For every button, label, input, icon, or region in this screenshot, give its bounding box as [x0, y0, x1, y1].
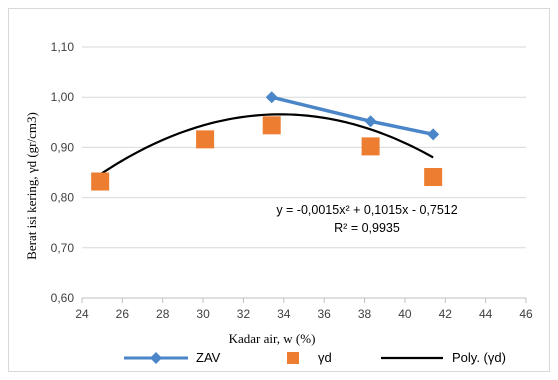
data-point-yd [262, 116, 281, 135]
data-point-zav [364, 115, 377, 128]
trendline-equation: y = -0,0015x² + 0,1015x - 0,7512 [276, 203, 457, 217]
x-tick-label: 26 [116, 307, 130, 321]
x-axis-label: Kadar air, w (%) [229, 331, 316, 346]
x-tick-label: 30 [196, 307, 210, 321]
y-tick-label: 0,70 [51, 241, 75, 255]
y-tick-label: 0,80 [51, 191, 75, 205]
y-tick-label: 1,00 [51, 90, 75, 104]
data-point-yd [91, 172, 110, 191]
gridlines [82, 46, 526, 249]
legend: ZAV γd Poly. (γd) [124, 350, 506, 365]
legend-item-poly: Poly. (γd) [381, 350, 506, 365]
legend-label-zav: ZAV [196, 350, 221, 365]
x-tick-label: 24 [75, 307, 89, 321]
x-tick-label: 32 [237, 307, 251, 321]
data-point-zav [265, 91, 278, 104]
y-tick-label: 0,90 [51, 140, 75, 154]
x-tick-label: 46 [519, 307, 533, 321]
x-tick-label: 44 [479, 307, 493, 321]
x-tick-label: 36 [318, 307, 332, 321]
y-axis-label: Berat isi kering, γd (gr/cm3) [24, 112, 39, 260]
trendline-poly-yd [99, 113, 434, 176]
x-tick-label: 38 [358, 307, 372, 321]
legend-marker-yd [287, 352, 299, 364]
legend-marker-zav [150, 352, 162, 364]
trendline-r-squared: R² = 0,9935 [334, 221, 400, 235]
y-tick-label: 0,60 [51, 291, 75, 305]
legend-item-zav: ZAV [124, 350, 221, 365]
legend-label-yd: γd [318, 350, 332, 365]
series-layer [91, 91, 443, 191]
x-tick-label: 28 [156, 307, 170, 321]
tick-labels: 0,60 0,70 0,80 0,90 1,00 1,10 24 26 28 30 32 34 36 38… [51, 40, 533, 321]
x-tick-label: 40 [398, 307, 412, 321]
y-tick-label: 1,10 [51, 40, 75, 54]
data-point-yd [424, 168, 443, 187]
data-point-yd [196, 130, 215, 149]
data-point-yd [361, 137, 380, 156]
legend-label-poly: Poly. (γd) [452, 350, 506, 365]
legend-item-yd: γd [287, 350, 332, 365]
x-tick-label: 42 [439, 307, 453, 321]
data-point-zav [427, 128, 440, 141]
x-tick-label: 34 [277, 307, 291, 321]
axes [81, 297, 527, 303]
